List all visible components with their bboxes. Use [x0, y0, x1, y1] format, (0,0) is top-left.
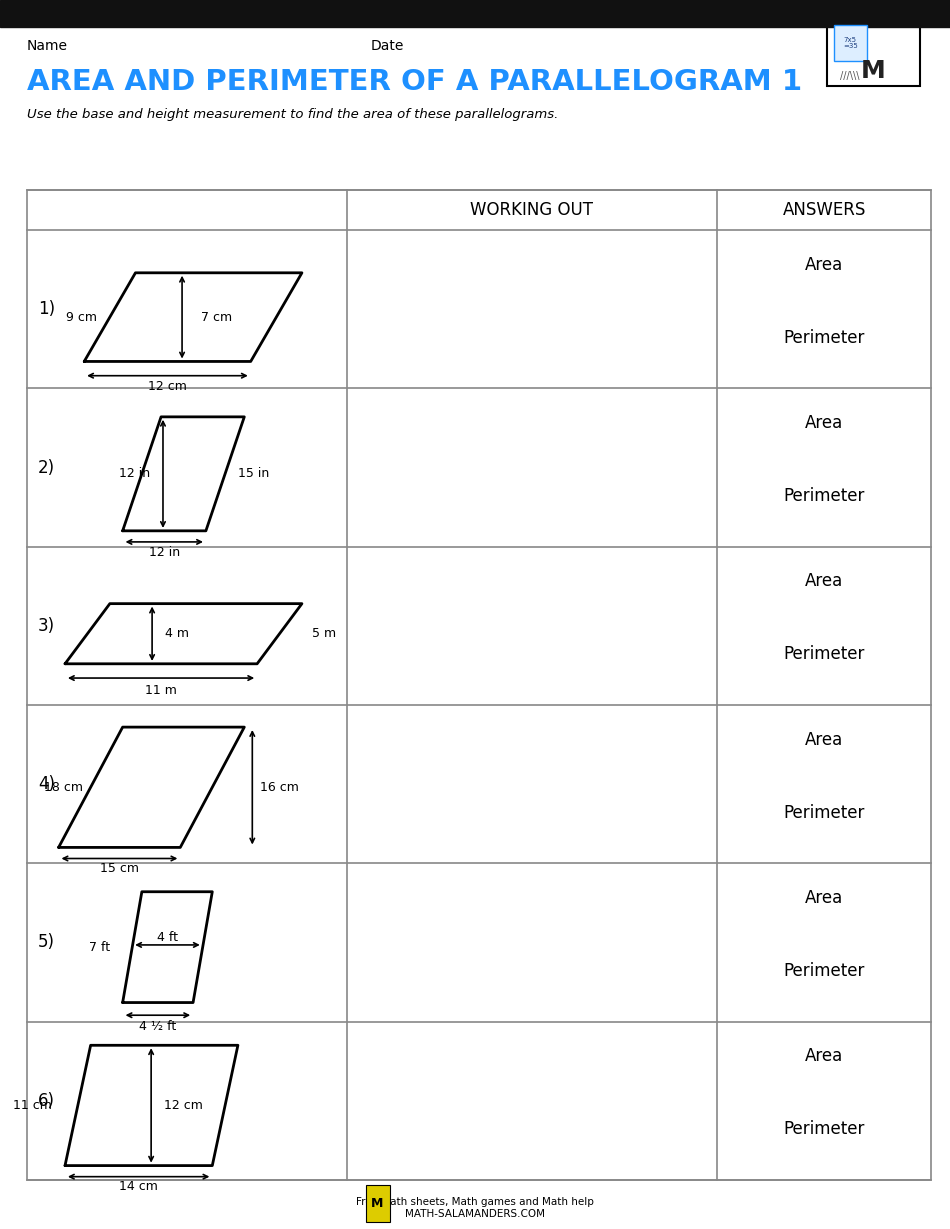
- Text: Area: Area: [805, 256, 844, 274]
- Text: 3): 3): [38, 617, 55, 635]
- Text: Area: Area: [805, 731, 844, 748]
- Text: 16 cm: 16 cm: [260, 780, 299, 794]
- Text: 4 ft: 4 ft: [157, 930, 178, 944]
- Text: 12 in: 12 in: [119, 467, 150, 481]
- Text: Use the base and height measurement to find the area of these parallelograms.: Use the base and height measurement to f…: [27, 108, 558, 122]
- FancyBboxPatch shape: [834, 25, 867, 61]
- Text: 15 cm: 15 cm: [100, 863, 139, 875]
- Bar: [366, 1185, 389, 1222]
- Text: 5 m: 5 m: [312, 627, 335, 640]
- Text: 11 cm: 11 cm: [13, 1099, 52, 1112]
- Text: Perimeter: Perimeter: [784, 804, 865, 822]
- Text: Date: Date: [370, 39, 404, 53]
- Text: 7x5
=35: 7x5 =35: [843, 37, 858, 49]
- Text: ANSWERS: ANSWERS: [783, 202, 865, 219]
- Text: 1): 1): [38, 300, 55, 318]
- Text: Perimeter: Perimeter: [784, 328, 865, 347]
- Text: 9 cm: 9 cm: [66, 311, 97, 323]
- Text: 4 m: 4 m: [165, 627, 189, 640]
- Text: MATH-SALAMANDERS.COM: MATH-SALAMANDERS.COM: [405, 1209, 545, 1219]
- Text: WORKING OUT: WORKING OUT: [470, 202, 594, 219]
- Text: 6): 6): [38, 1091, 55, 1110]
- Text: Perimeter: Perimeter: [784, 1120, 865, 1138]
- Text: Area: Area: [805, 889, 844, 907]
- Text: 4): 4): [38, 775, 55, 793]
- Text: 7 cm: 7 cm: [201, 311, 233, 323]
- Text: Area: Area: [805, 1047, 844, 1066]
- Text: Perimeter: Perimeter: [784, 962, 865, 980]
- Text: Name: Name: [27, 39, 67, 53]
- Text: ///\\\: ///\\\: [841, 71, 860, 81]
- Text: 15 in: 15 in: [238, 467, 269, 481]
- Text: M: M: [370, 1197, 384, 1209]
- Text: 2): 2): [38, 458, 55, 477]
- Bar: [27, 190, 931, 1180]
- Text: AREA AND PERIMETER OF A PARALLELOGRAM 1: AREA AND PERIMETER OF A PARALLELOGRAM 1: [27, 68, 802, 96]
- Text: 12 cm: 12 cm: [164, 1099, 202, 1112]
- Text: 18 cm: 18 cm: [44, 780, 83, 794]
- Text: M: M: [861, 59, 885, 84]
- Text: Area: Area: [805, 573, 844, 590]
- Text: Free Math sheets, Math games and Math help: Free Math sheets, Math games and Math he…: [356, 1197, 594, 1207]
- Text: 7 ft: 7 ft: [88, 940, 110, 954]
- Text: 11 m: 11 m: [145, 685, 177, 697]
- Text: Area: Area: [805, 414, 844, 433]
- Bar: [0, 0, 950, 27]
- Text: 5): 5): [38, 933, 55, 951]
- Text: Perimeter: Perimeter: [784, 487, 865, 505]
- FancyBboxPatch shape: [826, 15, 920, 86]
- Text: Perimeter: Perimeter: [784, 645, 865, 664]
- Text: 12 in: 12 in: [149, 546, 180, 559]
- Text: 4 ½ ft: 4 ½ ft: [140, 1020, 177, 1032]
- Text: 14 cm: 14 cm: [119, 1181, 158, 1193]
- Text: 12 cm: 12 cm: [148, 380, 187, 393]
